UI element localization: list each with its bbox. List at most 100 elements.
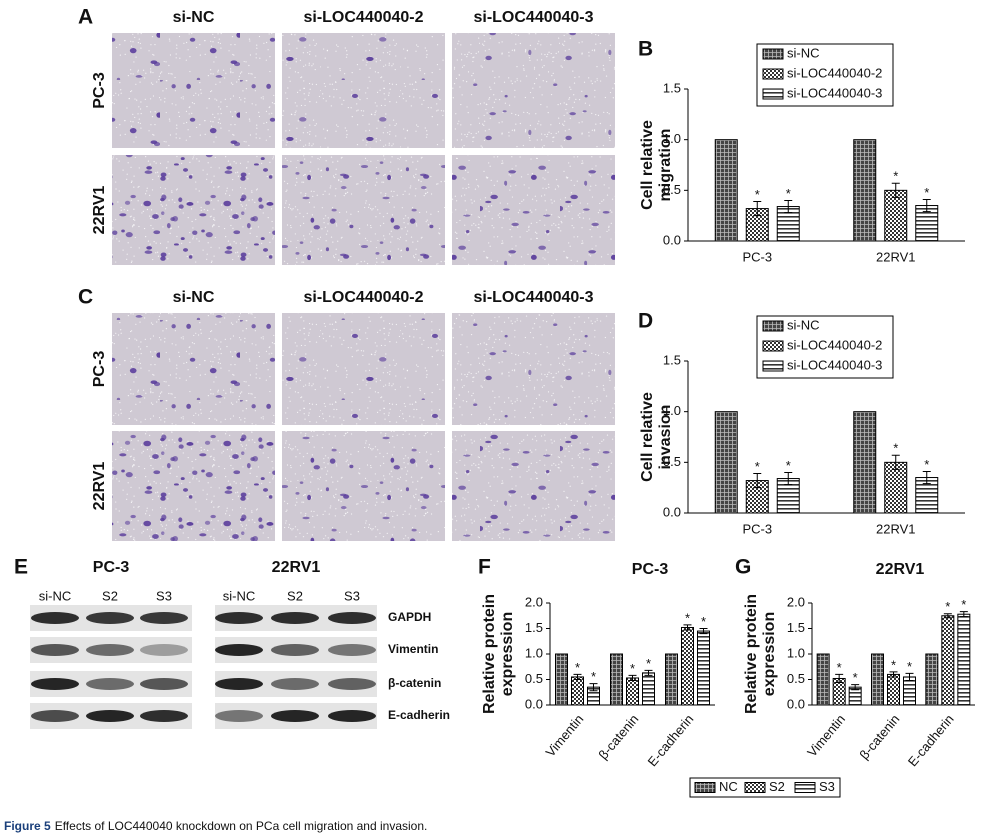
significance-marker: * (786, 186, 791, 201)
blot-band (31, 644, 79, 656)
error-bar (943, 613, 952, 619)
bar (884, 461, 908, 514)
bar (697, 630, 710, 706)
y-tick-label: 1.0 (663, 131, 681, 146)
bar (925, 653, 939, 706)
significance-marker: * (891, 657, 896, 672)
panel-letter: A (78, 6, 93, 29)
micrograph (112, 313, 275, 425)
panel-letter: C (78, 286, 93, 309)
bar (816, 653, 830, 706)
y-axis-label: expression (499, 612, 516, 696)
blot-band (31, 710, 79, 722)
x-tick-label: 22RV1 (876, 521, 916, 536)
significance-marker: * (786, 458, 791, 473)
y-tick-label: 0.5 (663, 182, 681, 197)
chart-title: 22RV1 (876, 561, 925, 578)
micrograph (452, 33, 615, 148)
y-tick-label: 0.0 (525, 696, 543, 711)
bar (626, 677, 639, 706)
blot-band (215, 612, 263, 624)
error-bar (891, 182, 900, 198)
significance-marker: * (893, 169, 898, 184)
legend-swatch (762, 88, 784, 100)
column-header: si-LOC440040-2 (303, 289, 423, 306)
error-bar (753, 200, 762, 217)
bar (714, 139, 738, 242)
y-tick-label: 1.5 (525, 620, 543, 635)
error-bar (889, 671, 898, 678)
blot-band (328, 612, 376, 624)
y-tick-label: 1.0 (525, 645, 543, 660)
legend-swatch (762, 320, 784, 332)
micrograph (452, 155, 615, 265)
y-tick-label: 1.5 (663, 80, 681, 95)
y-tick-label: 0.0 (663, 232, 681, 247)
panel-letter: E (14, 556, 28, 579)
legend-label: S2 (769, 779, 785, 794)
error-bar (589, 683, 598, 692)
y-axis-label: Relative protein (743, 594, 760, 714)
significance-marker: * (591, 669, 596, 684)
significance-marker: * (924, 185, 929, 200)
bar (610, 653, 623, 706)
bar (871, 653, 884, 706)
bar (853, 411, 877, 514)
error-bar (959, 611, 968, 618)
y-tick-label: 2.0 (525, 594, 543, 609)
x-tick-label: PC-3 (742, 249, 772, 264)
significance-marker: * (924, 457, 929, 472)
micrograph (282, 313, 445, 425)
caption-label: Figure 5 (4, 819, 51, 833)
blot-band (271, 644, 319, 656)
column-header: si-LOC440040-2 (303, 9, 423, 26)
error-bar (905, 672, 914, 682)
column-header: si-LOC440040-3 (473, 289, 593, 306)
bar (555, 653, 568, 706)
blot-band (328, 710, 376, 722)
row-label: 22RV1 (91, 186, 108, 235)
significance-marker: * (630, 661, 635, 676)
error-bar (753, 472, 762, 489)
error-bar (835, 673, 844, 684)
significance-marker: * (853, 670, 858, 685)
y-tick-label: 1.5 (663, 352, 681, 367)
column-header: si-LOC440040-3 (473, 9, 593, 26)
column-header: si-NC (173, 289, 215, 306)
row-label: 22RV1 (91, 462, 108, 511)
chart-title: PC-3 (632, 561, 669, 578)
blot-band (271, 612, 319, 624)
y-axis-label: Cell relative (639, 392, 656, 482)
bar (884, 189, 908, 242)
panel-letter: F (478, 556, 491, 579)
y-tick-label: 1.0 (663, 403, 681, 418)
bar (681, 626, 694, 706)
significance-marker: * (907, 659, 912, 674)
y-tick-label: 1.5 (787, 620, 805, 635)
row-label: PC-3 (91, 72, 108, 109)
blot-band (86, 710, 134, 722)
error-bar (922, 198, 931, 213)
protein-label: E-cadherin (388, 708, 450, 722)
y-tick-label: 0.5 (663, 454, 681, 469)
micrograph (282, 33, 445, 148)
significance-marker: * (685, 610, 690, 625)
significance-marker: * (961, 597, 966, 612)
y-tick-label: 2.0 (787, 594, 805, 609)
legend-swatch (762, 48, 784, 60)
lane-label: S2 (102, 588, 118, 603)
panel-letter: G (735, 556, 751, 579)
row-label: PC-3 (91, 351, 108, 388)
blot-band (140, 678, 188, 690)
error-bar (699, 628, 708, 635)
legend-label: si-LOC440040-2 (787, 65, 882, 80)
significance-marker: * (701, 614, 706, 629)
significance-marker: * (893, 441, 898, 456)
micrograph (452, 313, 615, 425)
error-bar (851, 684, 860, 691)
bar (941, 615, 955, 706)
bar (642, 672, 655, 706)
blot-band (140, 710, 188, 722)
blot-band (328, 644, 376, 656)
column-header: si-NC (173, 9, 215, 26)
